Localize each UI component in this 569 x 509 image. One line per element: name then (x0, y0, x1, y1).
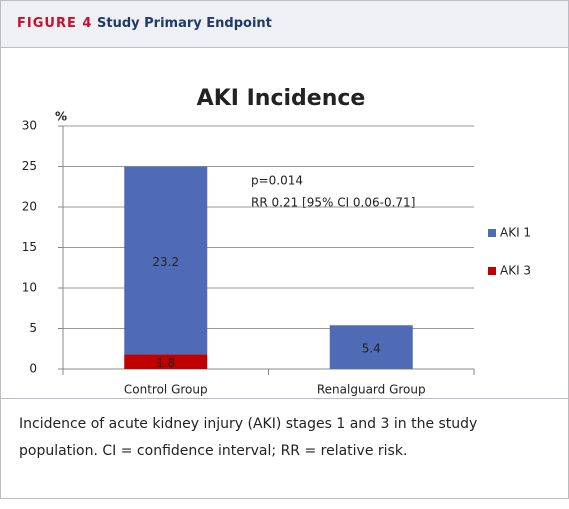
y-tick-label: 20 (22, 200, 37, 214)
legend-swatch (488, 267, 496, 275)
value-label: 5.4 (362, 342, 381, 356)
y-tick-label: 0 (29, 362, 37, 376)
figure-title: Study Primary Endpoint (97, 16, 272, 31)
bar-segment (124, 354, 208, 369)
y-tick-label: 10 (22, 281, 37, 295)
value-label: 23.2 (152, 255, 179, 269)
chart-title: AKI Incidence (197, 86, 366, 111)
x-tick-label: Control Group (124, 383, 208, 397)
legend-swatch (488, 229, 496, 237)
annotation: p=0.014 (251, 174, 303, 188)
y-axis-label: % (55, 110, 67, 124)
bar-segment (124, 166, 208, 355)
y-tick-label: 30 (22, 119, 37, 133)
bar-segment (329, 325, 413, 369)
y-tick-label: 25 (22, 159, 37, 173)
value-label: 1.8 (156, 356, 175, 370)
annotation: RR 0.21 [95% CI 0.06-0.71] (251, 196, 415, 210)
x-tick-label: Renalguard Group (317, 383, 426, 397)
chart: AKI Incidence % p=0.014 RR 0.21 [95% CI … (22, 86, 531, 397)
y-tick-label: 5 (29, 321, 37, 335)
legend-label: AKI 3 (500, 264, 531, 278)
figure-caption: Incidence of acute kidney injury (AKI) s… (1, 398, 568, 477)
y-tick-label: 15 (22, 240, 37, 254)
figure-label: FIGURE 4 (17, 16, 93, 31)
legend-label: AKI 1 (500, 226, 531, 240)
figure-header: FIGURE 4 Study Primary Endpoint (1, 1, 568, 48)
